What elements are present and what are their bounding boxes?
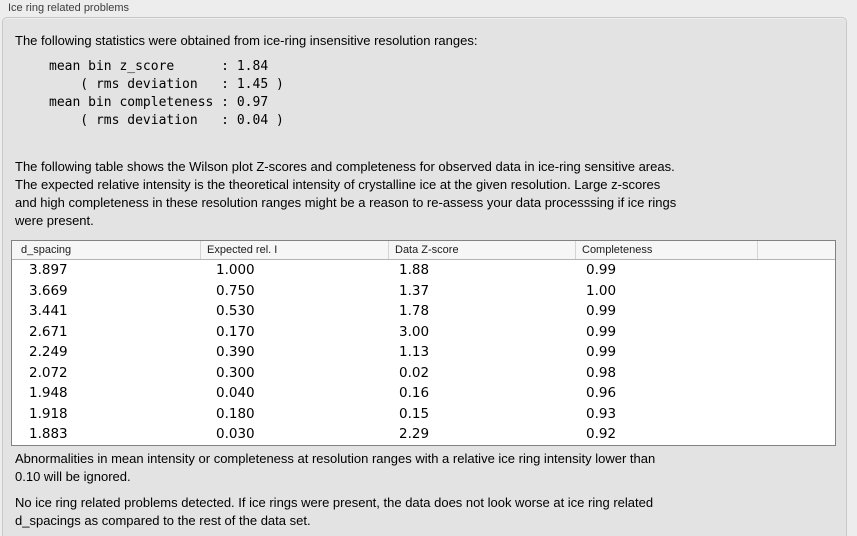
table-row[interactable]: 2.249 0.390 1.13 0.99 (12, 342, 835, 363)
table-cell: 0.170 (216, 323, 255, 340)
table-cell: 1.78 (399, 303, 430, 319)
table-cell: 0.180 (216, 405, 255, 422)
table-cell (757, 301, 835, 322)
table-cell: 0.93 (586, 405, 617, 422)
table-cell: 0.92 (586, 426, 617, 442)
table-cell: 0.99 (586, 323, 617, 340)
column-header-data-z-score[interactable]: Data Z-score (388, 241, 575, 259)
table-description-text: The following table shows the Wilson plo… (15, 159, 677, 228)
table-row[interactable]: 1.948 0.040 0.16 0.96 (12, 383, 835, 404)
table-cell (757, 322, 835, 343)
table-cell (757, 404, 835, 425)
table-cell: 0.15 (399, 405, 430, 422)
table-cell: 0.96 (586, 385, 617, 401)
group-box-title: Ice ring related problems (8, 2, 130, 14)
table-cell: 0.99 (586, 344, 617, 360)
table-cell: 3.669 (29, 282, 68, 299)
statistics-intro-text: The following statistics were obtained f… (15, 33, 478, 48)
table-cell: 0.98 (586, 364, 617, 381)
table-row[interactable]: 3.669 0.750 1.37 1.00 (12, 281, 835, 302)
table-cell: 0.99 (586, 303, 617, 319)
table-cell: 1.948 (29, 385, 68, 401)
table-cell: 0.02 (399, 364, 430, 381)
table-cell: 3.441 (29, 303, 68, 319)
conclusion-text: No ice ring related problems detected. I… (15, 495, 654, 528)
table-cell: 3.897 (29, 262, 68, 278)
ice-ring-table[interactable]: d_spacing Expected rel. I Data Z-score C… (11, 240, 836, 446)
table-cell: 1.88 (399, 262, 430, 278)
table-cell: 0.300 (216, 364, 255, 381)
table-cell: 2.072 (29, 364, 68, 381)
table-cell: 2.671 (29, 323, 68, 340)
table-cell (757, 281, 835, 302)
table-cell: 1.00 (586, 282, 617, 299)
table-cell: 1.13 (399, 344, 430, 360)
table-cell: 0.99 (586, 262, 617, 278)
column-header-empty (757, 241, 835, 259)
table-cell: 1.37 (399, 282, 430, 299)
column-header-expected-rel-i[interactable]: Expected rel. I (200, 241, 388, 259)
table-cell (757, 342, 835, 363)
table-cell: 0.16 (399, 385, 430, 401)
table-row[interactable]: 2.671 0.170 3.00 0.99 (12, 322, 835, 343)
table-cell: 0.750 (216, 282, 255, 299)
table-cell: 0.390 (216, 344, 255, 360)
statistics-values-block: mean bin z_score : 1.84 ( rms deviation … (49, 59, 284, 128)
table-cell: 0.040 (216, 385, 255, 401)
table-cell: 1.918 (29, 405, 68, 422)
table-cell (757, 383, 835, 404)
table-cell: 0.030 (216, 426, 255, 442)
table-row[interactable]: 1.918 0.180 0.15 0.93 (12, 404, 835, 425)
table-cell (757, 260, 835, 281)
table-header-row: d_spacing Expected rel. I Data Z-score C… (12, 241, 835, 260)
group-box: The following statistics were obtained f… (2, 17, 847, 536)
column-header-d-spacing[interactable]: d_spacing (21, 244, 72, 256)
table-cell: 2.249 (29, 344, 68, 360)
table-row[interactable]: 2.072 0.300 0.02 0.98 (12, 363, 835, 384)
column-header-completeness[interactable]: Completeness (575, 241, 757, 259)
table-cell (757, 424, 835, 445)
table-row[interactable]: 3.441 0.530 1.78 0.99 (12, 301, 835, 322)
table-row[interactable]: 3.897 1.000 1.88 0.99 (12, 260, 835, 281)
table-row[interactable]: 1.883 0.030 2.29 0.92 (12, 424, 835, 445)
table-cell (757, 363, 835, 384)
table-cell: 2.29 (399, 426, 430, 442)
ignore-note-text: Abnormalities in mean intensity or compl… (15, 451, 656, 484)
table-cell: 1.000 (216, 262, 255, 278)
table-cell: 3.00 (399, 323, 430, 340)
table-cell: 1.883 (29, 426, 68, 442)
table-cell: 0.530 (216, 303, 255, 319)
table-body: 3.897 1.000 1.88 0.99 3.669 0.750 1.37 1.00 3.44… (12, 260, 835, 445)
